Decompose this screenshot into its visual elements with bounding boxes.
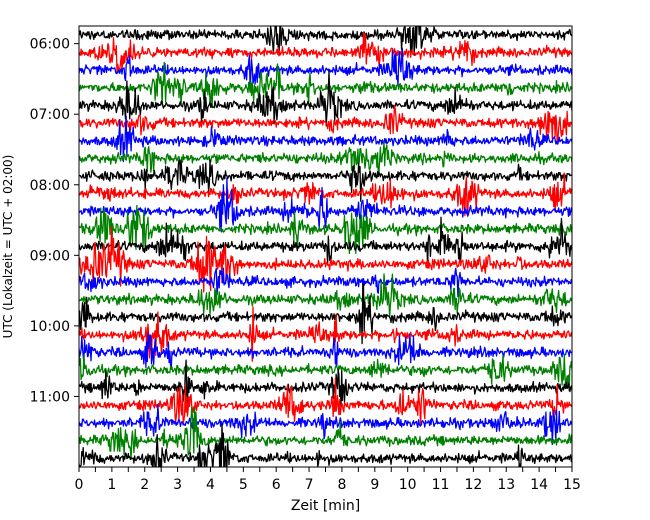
x-tick-label: 9 xyxy=(370,477,379,493)
trace-line xyxy=(79,267,572,298)
trace-line xyxy=(79,226,572,293)
x-axis-title: Zeit [min] xyxy=(291,498,360,514)
trace-line xyxy=(79,61,572,109)
y-tick-label: 10:00 xyxy=(30,319,70,335)
trace-line xyxy=(79,359,572,407)
trace-group xyxy=(79,26,572,467)
x-tick-label: 8 xyxy=(337,477,346,493)
x-tick-label: 1 xyxy=(107,477,116,493)
trace-line xyxy=(79,140,572,176)
trace-line xyxy=(79,47,572,91)
trace-line xyxy=(79,216,572,269)
trace-line xyxy=(79,204,572,255)
x-tick-label: 4 xyxy=(206,477,215,493)
x-tick-label: 10 xyxy=(399,477,417,493)
x-tick-label: 7 xyxy=(305,477,314,493)
trace-line xyxy=(79,422,572,467)
y-tick-label: 07:00 xyxy=(30,107,70,123)
x-tick-label: 11 xyxy=(432,477,450,493)
x-tick-label: 0 xyxy=(75,477,84,493)
trace-line xyxy=(79,159,572,202)
trace-line xyxy=(79,31,572,74)
trace-line xyxy=(79,306,572,362)
x-axis: 0 1 2 3 4 5 6 7 8 9 10 11 12 13 14 15 xyxy=(75,467,581,493)
trace-line xyxy=(79,404,572,446)
trace-line xyxy=(79,378,572,427)
x-tick-label: 12 xyxy=(464,477,482,493)
y-axis: 06:00 07:00 08:00 09:00 10:00 11:00 xyxy=(30,37,79,405)
trace-line xyxy=(79,26,572,57)
x-tick-label: 3 xyxy=(173,477,182,493)
trace-line xyxy=(79,273,572,319)
trace-line xyxy=(79,283,572,345)
trace-line xyxy=(79,353,572,392)
trace-line xyxy=(79,115,572,163)
y-tick-label: 09:00 xyxy=(30,248,70,264)
y-tick-label: 08:00 xyxy=(30,178,70,194)
x-tick-label: 5 xyxy=(239,477,248,493)
x-tick-label: 6 xyxy=(272,477,281,493)
x-tick-label: 2 xyxy=(140,477,149,493)
trace-line xyxy=(79,172,572,217)
trace-line xyxy=(79,104,572,145)
y-tick-label: 06:00 xyxy=(30,37,70,53)
x-tick-label: 13 xyxy=(497,477,515,493)
y-axis-title: UTC (Lokalzeit = UTC + 02:00) xyxy=(1,155,15,339)
trace-line xyxy=(79,177,572,233)
trace-line xyxy=(79,406,572,461)
x-tick-label: 15 xyxy=(563,477,581,493)
trace-line xyxy=(79,332,572,369)
trace-line xyxy=(79,70,572,127)
x-tick-label: 14 xyxy=(530,477,548,493)
y-tick-label: 11:00 xyxy=(30,389,70,405)
